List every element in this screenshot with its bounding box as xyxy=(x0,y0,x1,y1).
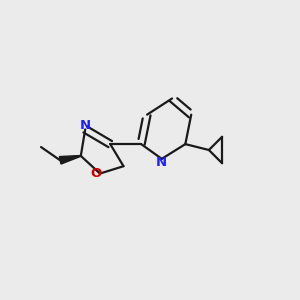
Text: N: N xyxy=(156,156,167,169)
Text: N: N xyxy=(80,119,91,132)
Polygon shape xyxy=(59,155,81,164)
Text: O: O xyxy=(91,167,102,180)
